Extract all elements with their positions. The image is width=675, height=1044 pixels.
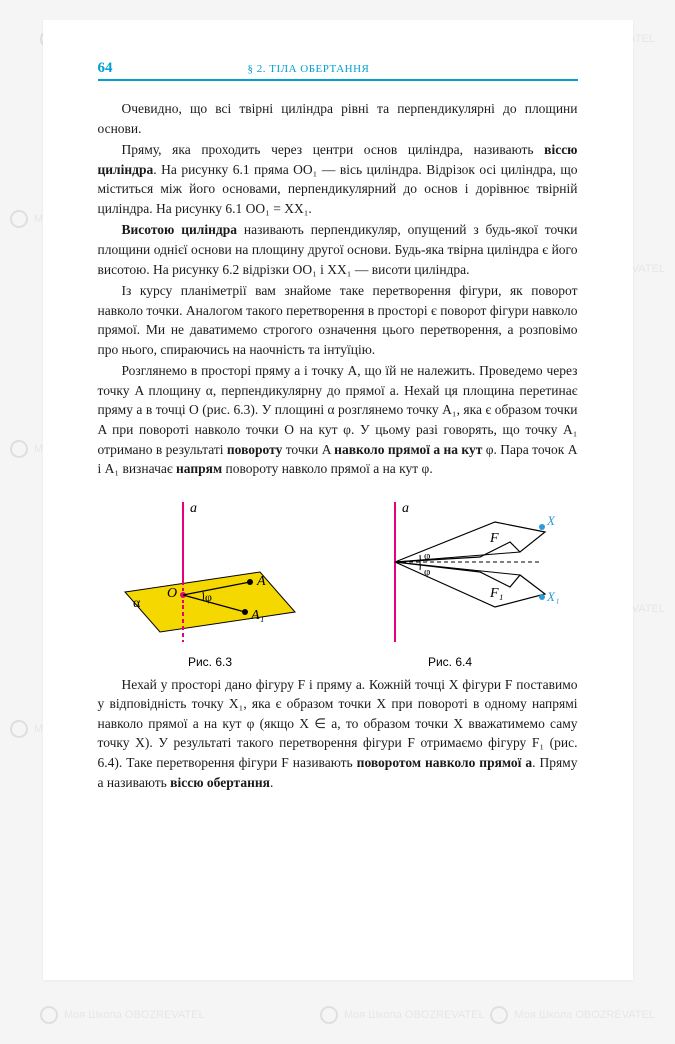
label-a: a [190,501,197,516]
label-phi: φ [205,590,212,604]
watermark: Моя Школа OBOZREVATEL [490,1006,655,1024]
figure-6-4: a F F₁ X X₁ φ φ Рис. 6.4 [340,497,560,669]
label-X1: X₁ [546,589,559,604]
figures-row: a α O A A₁ φ Рис. 6.3 [98,497,578,669]
label-F1: F₁ [489,586,503,601]
figure-caption: Рис. 6.4 [340,655,560,669]
textbook-page: 64 § 2. ТІЛА ОБЕРТАННЯ Очевидно, що всі … [43,20,633,980]
section-title: § 2. ТІЛА ОБЕРТАННЯ [248,63,370,75]
paragraph: Розглянемо в просторі пряму a і точку A,… [98,361,578,478]
label-alpha: α [133,596,141,611]
diagram-rotation-figure: a F F₁ X X₁ φ φ [340,497,560,647]
label-A1: A₁ [250,608,264,623]
page-header: 64 § 2. ТІЛА ОБЕРТАННЯ [98,60,578,81]
paragraph: Очевидно, що всі твірні циліндра рівні т… [98,99,578,138]
label-F: F [489,531,499,546]
label-phi2: φ [424,566,430,578]
label-A: A [256,574,266,589]
label-O: O [167,586,177,601]
watermark: Моя Школа OBOZREVATEL [320,1006,485,1024]
label-phi: φ [424,550,430,562]
paragraph: Пряму, яка проходить через центри основ … [98,140,578,218]
paragraph: Нехай у просторі дано фігуру F і пряму a… [98,675,578,792]
figure-6-3: a α O A A₁ φ Рис. 6.3 [115,497,305,669]
paragraph: Висотою циліндра називають перпендикуляр… [98,220,578,279]
label-X: X [546,513,556,528]
page-number: 64 [98,60,128,77]
diagram-rotation-point: a α O A A₁ φ [115,497,305,647]
figure-caption: Рис. 6.3 [115,655,305,669]
watermark: Моя Школа OBOZREVATEL [40,1006,205,1024]
paragraph: Із курсу планіметрії вам знайоме таке пе… [98,281,578,359]
label-a: a [402,501,409,516]
